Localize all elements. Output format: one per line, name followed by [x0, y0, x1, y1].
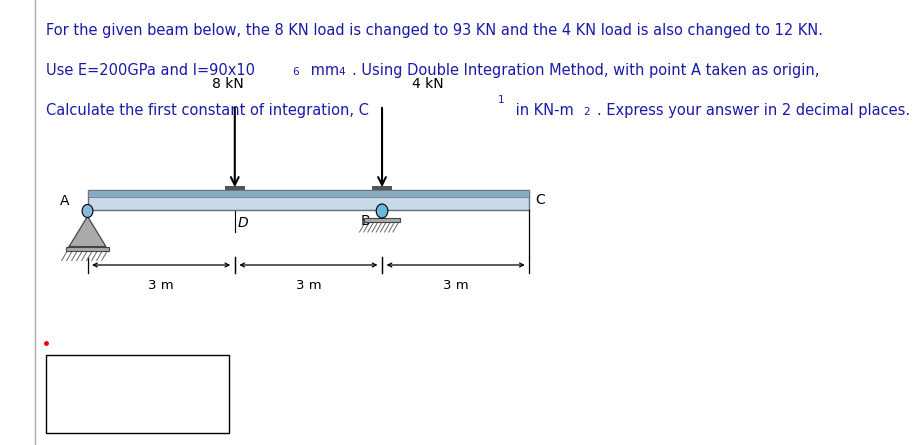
Text: 6: 6	[292, 67, 300, 77]
Text: . Express your answer in 2 decimal places.: . Express your answer in 2 decimal place…	[597, 103, 910, 118]
Text: 3 m: 3 m	[148, 279, 174, 292]
Bar	[88, 190, 529, 210]
Text: 3 m: 3 m	[296, 279, 321, 292]
Text: 3 m: 3 m	[443, 279, 468, 292]
Text: 1: 1	[498, 95, 504, 105]
Polygon shape	[69, 217, 106, 247]
Bar	[363, 218, 400, 222]
Text: D: D	[238, 216, 249, 230]
Bar	[65, 247, 109, 251]
Text: . Using Double Integration Method, with point A taken as origin,: . Using Double Integration Method, with …	[352, 63, 819, 78]
Bar	[372, 186, 392, 190]
Bar	[46, 355, 230, 433]
Text: For the given beam below, the 8 KN load is changed to 93 KN and the 4 KN load is: For the given beam below, the 8 KN load …	[46, 23, 822, 38]
Circle shape	[82, 205, 93, 218]
Text: 8 kN: 8 kN	[212, 77, 244, 91]
Text: mm: mm	[306, 63, 339, 78]
Text: 4: 4	[338, 67, 345, 77]
Text: B: B	[361, 214, 371, 228]
Text: 4 kN: 4 kN	[412, 77, 443, 91]
Bar	[225, 186, 244, 190]
Text: in KN-m: in KN-m	[511, 103, 573, 118]
Text: A: A	[60, 194, 69, 208]
Text: Use E=200GPa and I=90x10: Use E=200GPa and I=90x10	[46, 63, 254, 78]
Bar	[88, 190, 529, 197]
Text: C: C	[535, 193, 545, 207]
Circle shape	[376, 204, 388, 218]
Text: 2: 2	[584, 107, 590, 117]
Text: Calculate the first constant of integration, C: Calculate the first constant of integrat…	[46, 103, 369, 118]
